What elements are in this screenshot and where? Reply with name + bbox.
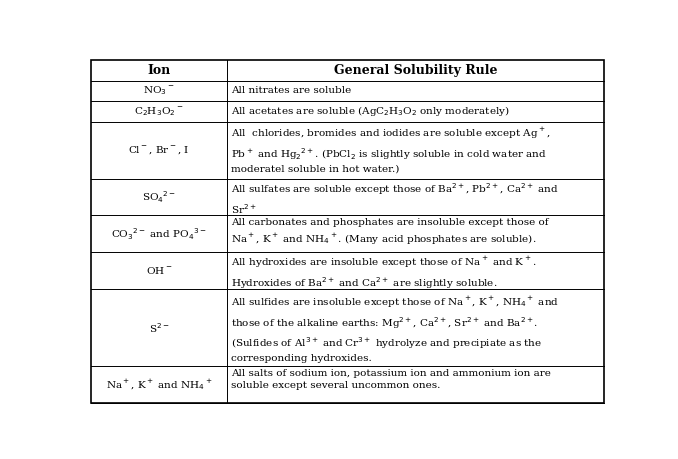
Text: All carbonates and phosphates are insoluble except those of
Na$^+$, K$^+$ and NH: All carbonates and phosphates are insolu… xyxy=(231,218,549,247)
Text: All acetates are soluble (AgC$_2$H$_3$O$_2$ only moderately): All acetates are soluble (AgC$_2$H$_3$O$… xyxy=(231,104,510,118)
Text: OH$^-$: OH$^-$ xyxy=(146,265,172,276)
Text: All  chlorides, bromides and iodides are soluble except Ag$^+$,
Pb$^+$ and Hg$_2: All chlorides, bromides and iodides are … xyxy=(231,126,551,174)
Text: Na$^+$, K$^+$ and NH$_4$$^+$: Na$^+$, K$^+$ and NH$_4$$^+$ xyxy=(106,377,212,392)
Text: SO$_4$$^{2-}$: SO$_4$$^{2-}$ xyxy=(142,189,176,205)
Text: CO$_3$$^{2-}$ and PO$_4$$^{3-}$: CO$_3$$^{2-}$ and PO$_4$$^{3-}$ xyxy=(111,226,207,241)
Text: Ion: Ion xyxy=(147,64,171,77)
Text: All sulfides are insoluble except those of Na$^+$, K$^+$, NH$_4$$^+$ and
those o: All sulfides are insoluble except those … xyxy=(231,295,559,363)
Text: C$_2$H$_3$O$_2$$^-$: C$_2$H$_3$O$_2$$^-$ xyxy=(134,105,184,118)
Text: S$^{2-}$: S$^{2-}$ xyxy=(148,321,170,335)
Text: NO$_3$$^-$: NO$_3$$^-$ xyxy=(143,84,175,97)
Text: Cl$^-$, Br$^-$, I: Cl$^-$, Br$^-$, I xyxy=(128,144,190,156)
Text: All nitrates are soluble: All nitrates are soluble xyxy=(231,86,351,95)
Text: General Solubility Rule: General Solubility Rule xyxy=(334,64,497,77)
Text: All sulfates are soluble except those of Ba$^{2+}$, Pb$^{2+}$, Ca$^{2+}$ and
Sr$: All sulfates are soluble except those of… xyxy=(231,182,559,216)
Text: All hydroxides are insoluble except those of Na$^+$ and K$^+$.
Hydroxides of Ba$: All hydroxides are insoluble except thos… xyxy=(231,255,536,291)
Text: All salts of sodium ion, potassium ion and ammonium ion are
soluble except sever: All salts of sodium ion, potassium ion a… xyxy=(231,369,551,390)
